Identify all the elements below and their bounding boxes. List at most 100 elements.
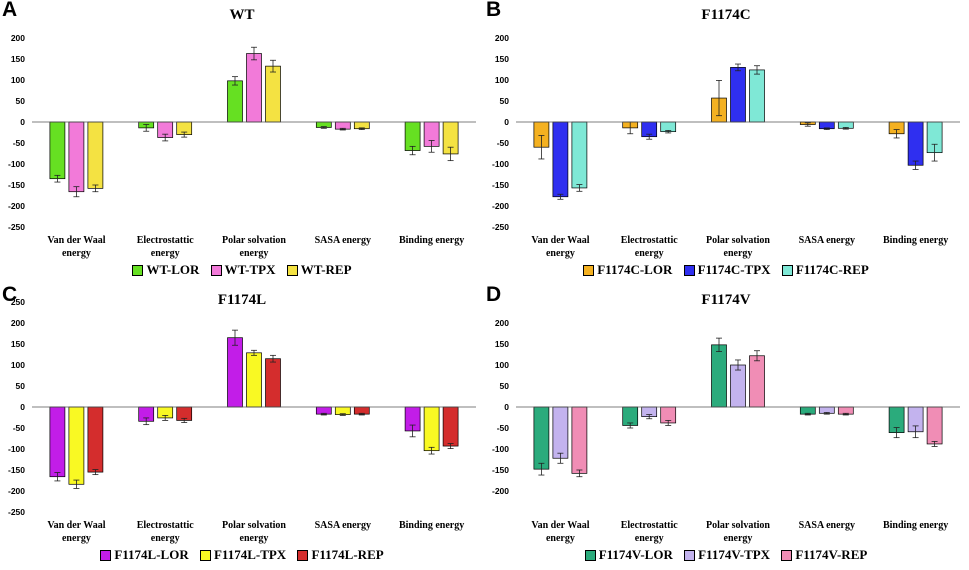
y-tick-label: 0 <box>20 402 25 412</box>
bar <box>49 121 66 180</box>
bar <box>571 406 588 474</box>
x-tick-line: energy <box>546 248 575 259</box>
bar <box>442 406 459 447</box>
x-tick-label: Binding energy <box>399 520 464 531</box>
legend-item: F1174V-REP <box>781 547 867 563</box>
x-tick-line: SASA energy <box>315 235 371 246</box>
x-tick-line: energy <box>240 248 269 259</box>
y-tick-label: 0 <box>504 117 509 127</box>
x-tick-line: Van der Waal <box>531 520 589 531</box>
x-tick-line: Polar solvation <box>706 520 770 531</box>
y-tick-label: -200 <box>8 486 25 496</box>
x-tick-label: Van der Waal energy <box>47 520 105 544</box>
bar <box>423 406 440 452</box>
y-tick-label: 150 <box>11 54 25 64</box>
y-tick-label: 200 <box>11 318 25 328</box>
x-tick-label: SASA energy <box>315 235 371 246</box>
bar <box>87 121 104 189</box>
chart-legend: F1174V-LOR F1174V-TPX F1174V-REP <box>484 547 968 565</box>
legend-swatch <box>781 549 793 561</box>
y-tick-label: 100 <box>11 75 25 85</box>
y-tick-label: -150 <box>492 180 509 190</box>
y-tick-label: -50 <box>13 423 26 433</box>
y-tick-label: 50 <box>16 381 26 391</box>
x-tick-line: Binding energy <box>399 235 464 246</box>
bar <box>730 67 746 123</box>
y-tick-label: 50 <box>16 96 26 106</box>
x-tick-label: Electrostattic energy <box>621 520 679 544</box>
y-tick-label: -200 <box>8 201 25 211</box>
legend-label: F1174V-LOR <box>598 547 673 562</box>
x-tick-line: Binding energy <box>883 520 948 531</box>
x-tick-line: Polar solvation <box>706 235 770 246</box>
y-tick-label: 0 <box>20 117 25 127</box>
bar <box>711 344 727 408</box>
x-tick-line: SASA energy <box>315 520 371 531</box>
bar <box>227 80 243 123</box>
chart-panel-a: A WT 200 150 100 50 0 -50 -100 -150 -200 -250 Van … <box>0 0 484 285</box>
y-tick-label: 150 <box>11 339 25 349</box>
bar <box>49 406 66 478</box>
legend-item: F1174L-LOR <box>100 547 189 563</box>
y-tick-label: -200 <box>492 486 509 496</box>
y-tick-label: -50 <box>13 138 26 148</box>
legend-item: WT-TPX <box>210 262 276 278</box>
x-tick-label: Polar solvation energy <box>706 235 770 259</box>
x-tick-line: energy <box>724 248 753 259</box>
x-tick-label: SASA energy <box>315 520 371 531</box>
chart-plot: 200 150 100 50 0 -50 -100 -150 -200 Van der Waal e… <box>492 318 960 544</box>
x-tick-line: energy <box>62 533 91 544</box>
y-tick-label: -250 <box>492 222 509 232</box>
x-tick-label: Polar solvation energy <box>222 520 286 544</box>
y-tick-label: -150 <box>492 465 509 475</box>
x-tick-line: Electrostattic <box>621 520 679 531</box>
bar <box>68 121 85 193</box>
legend-item: WT-REP <box>286 262 352 278</box>
bar <box>552 406 569 459</box>
x-tick-label: Binding energy <box>883 520 948 531</box>
chart-panel-d: D F1174V 200 150 100 50 0 -50 -100 -150 -200 Van … <box>484 283 968 570</box>
x-tick-line: energy <box>635 248 664 259</box>
chart-legend: WT-LOR WT-TPX WT-REP <box>0 262 484 280</box>
chart-legend: F1174L-LOR F1174L-TPX F1174L-REP <box>0 547 484 565</box>
panel-letter: C <box>2 283 18 306</box>
legend-item: F1174V-LOR <box>584 547 673 563</box>
legend-label: WT-TPX <box>224 262 276 277</box>
x-tick-line: energy <box>151 248 180 259</box>
bar <box>749 355 765 408</box>
legend-item: F1174C-REP <box>781 262 869 278</box>
x-tick-line: Van der Waal <box>47 235 105 246</box>
bar <box>533 406 550 470</box>
chart-plot: 200 150 100 50 0 -50 -100 -150 -200 -250 Van der W… <box>8 33 476 259</box>
x-tick-label: Polar solvation energy <box>222 235 286 259</box>
y-tick-label: 200 <box>11 33 25 43</box>
x-tick-line: Electrostattic <box>137 235 195 246</box>
y-tick-label: 250 <box>11 297 25 307</box>
y-tick-label: 0 <box>504 402 509 412</box>
y-tick-label: -50 <box>497 423 510 433</box>
legend-item: F1174C-LOR <box>583 262 672 278</box>
x-tick-line: SASA energy <box>799 235 855 246</box>
panel-letter: A <box>2 0 18 21</box>
chart-title: WT <box>229 7 255 23</box>
x-tick-line: Electrostattic <box>137 520 195 531</box>
y-tick-label: 100 <box>495 75 509 85</box>
chart-panel-b: B F1174C 200 150 100 50 0 -50 -100 -150 -200 -250… <box>484 0 968 285</box>
bar <box>926 406 943 445</box>
x-tick-line: Electrostattic <box>621 235 679 246</box>
legend-swatch <box>684 549 696 561</box>
legend-item: F1174C-TPX <box>683 262 771 278</box>
x-tick-label: Electrostattic energy <box>137 235 195 259</box>
x-tick-line: Polar solvation <box>222 520 286 531</box>
x-tick-label: Binding energy <box>399 235 464 246</box>
y-tick-label: 100 <box>495 360 509 370</box>
chart-title: F1174L <box>217 292 267 308</box>
y-tick-label: 150 <box>495 339 509 349</box>
bar <box>265 65 281 123</box>
legend-swatch <box>584 549 596 561</box>
chart-plot: 250 200 150 100 50 0 -50 -100 -150 -200 -250 Van de… <box>8 297 476 544</box>
y-tick-label: 200 <box>495 33 509 43</box>
chart-legend: F1174C-LOR F1174C-TPX F1174C-REP <box>484 262 968 280</box>
x-tick-label: Van der Waal energy <box>531 235 589 259</box>
bar <box>571 121 588 189</box>
